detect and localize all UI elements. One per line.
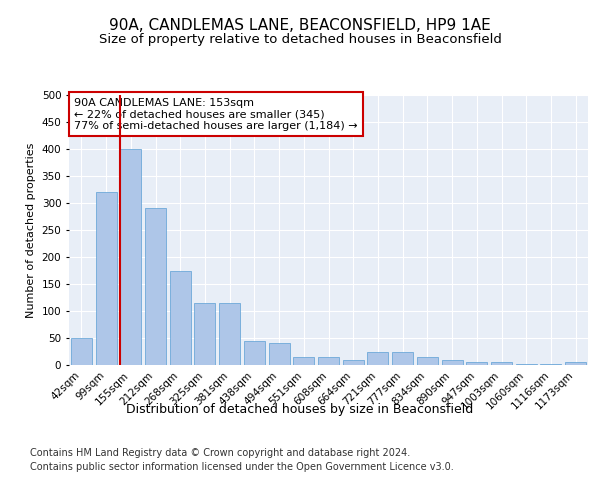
- Bar: [269, 344, 290, 365]
- Y-axis label: Number of detached properties: Number of detached properties: [26, 142, 36, 318]
- Bar: [293, 357, 314, 365]
- Bar: [343, 360, 364, 365]
- Bar: [541, 364, 562, 365]
- Bar: [491, 362, 512, 365]
- Bar: [466, 362, 487, 365]
- Bar: [244, 340, 265, 365]
- Bar: [145, 208, 166, 365]
- Text: Size of property relative to detached houses in Beaconsfield: Size of property relative to detached ho…: [98, 32, 502, 46]
- Bar: [417, 357, 438, 365]
- Text: Contains public sector information licensed under the Open Government Licence v3: Contains public sector information licen…: [30, 462, 454, 472]
- Bar: [565, 362, 586, 365]
- Bar: [318, 357, 339, 365]
- Bar: [71, 338, 92, 365]
- Text: 90A, CANDLEMAS LANE, BEACONSFIELD, HP9 1AE: 90A, CANDLEMAS LANE, BEACONSFIELD, HP9 1…: [109, 18, 491, 32]
- Text: Contains HM Land Registry data © Crown copyright and database right 2024.: Contains HM Land Registry data © Crown c…: [30, 448, 410, 458]
- Bar: [194, 303, 215, 365]
- Bar: [120, 149, 141, 365]
- Bar: [367, 352, 388, 365]
- Bar: [219, 303, 240, 365]
- Text: 90A CANDLEMAS LANE: 153sqm
← 22% of detached houses are smaller (345)
77% of sem: 90A CANDLEMAS LANE: 153sqm ← 22% of deta…: [74, 98, 358, 131]
- Bar: [170, 270, 191, 365]
- Bar: [392, 352, 413, 365]
- Text: Distribution of detached houses by size in Beaconsfield: Distribution of detached houses by size …: [127, 402, 473, 415]
- Bar: [442, 360, 463, 365]
- Bar: [516, 364, 537, 365]
- Bar: [95, 192, 116, 365]
